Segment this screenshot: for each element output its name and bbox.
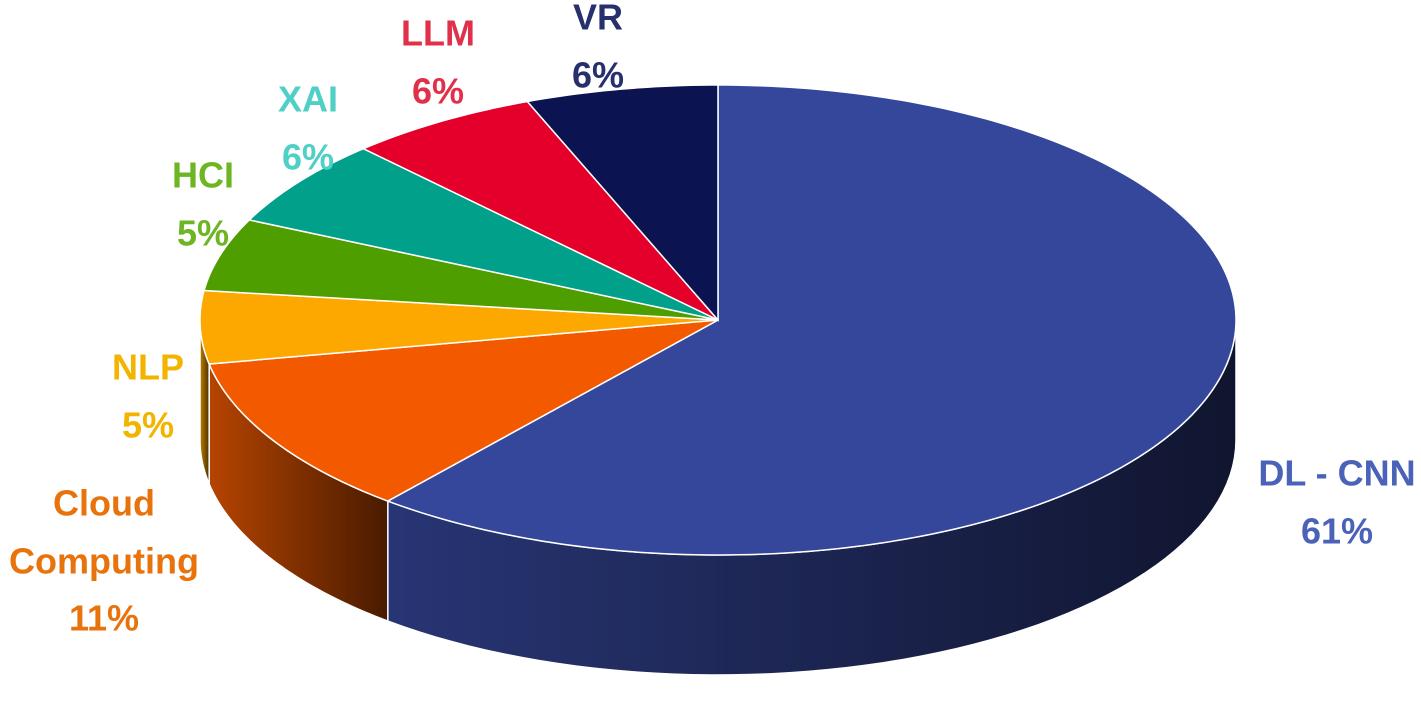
value-label: 11% <box>68 597 140 639</box>
value-label: 5% <box>121 404 175 445</box>
value-label: 61% <box>1300 510 1374 551</box>
category-label: Cloud Computing <box>9 482 199 582</box>
slice <box>203 219 719 321</box>
data-label: XAI 6% <box>278 70 338 185</box>
slice <box>199 289 719 365</box>
value-label: 6% <box>571 54 625 95</box>
data-label: DL - CNN 61% <box>1258 444 1415 559</box>
value-label: 5% <box>176 212 230 253</box>
slice <box>361 100 719 321</box>
data-label: LLM 6% <box>401 4 475 119</box>
category-label: HCI <box>172 154 234 196</box>
category-label: XAI <box>277 78 339 120</box>
slice <box>525 84 719 322</box>
value-label: 6% <box>411 70 465 111</box>
data-label: HCI 5% <box>172 146 234 261</box>
category-label: DL - CNN <box>1258 452 1416 494</box>
slice <box>208 319 719 502</box>
slice <box>386 84 1237 556</box>
data-label: Cloud Computing 11% <box>4 475 204 648</box>
category-label: VR <box>572 0 623 38</box>
slice <box>247 147 719 321</box>
category-label: LLM <box>401 12 475 54</box>
data-label: NLP 5% <box>112 338 184 453</box>
data-label: VR 6% <box>572 0 624 104</box>
value-label: 6% <box>281 136 335 177</box>
category-label: NLP <box>112 346 184 388</box>
